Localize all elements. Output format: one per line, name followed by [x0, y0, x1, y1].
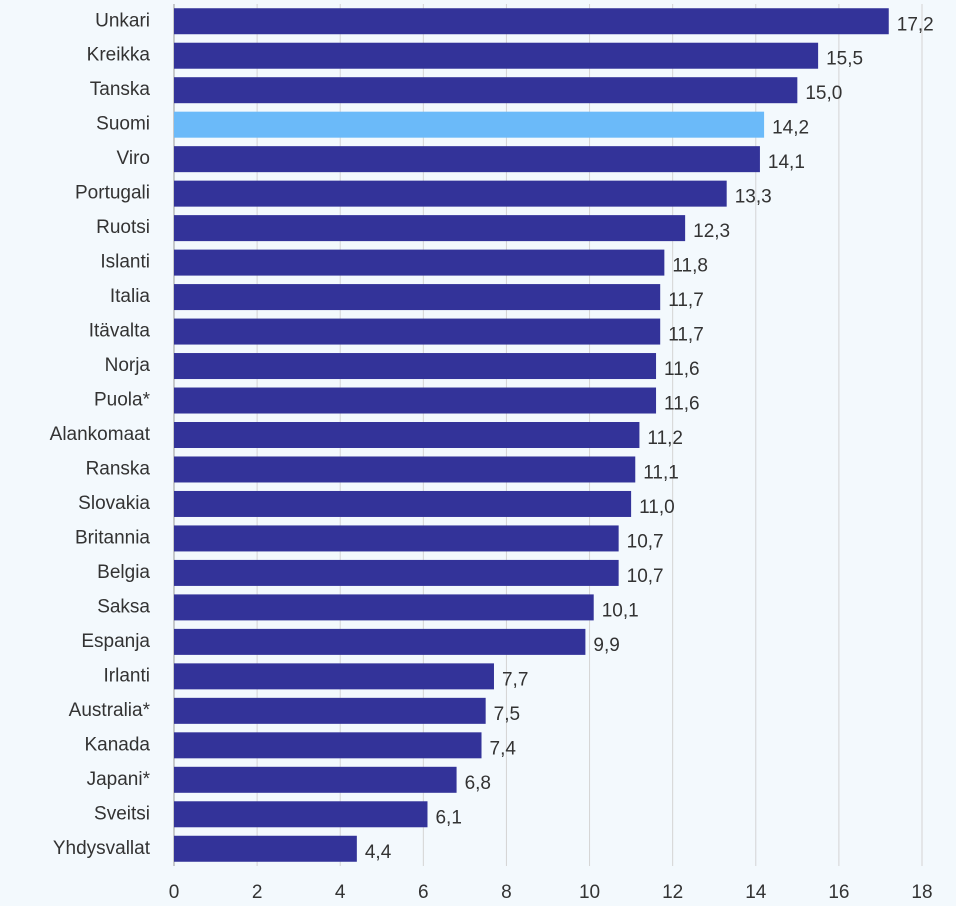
y-tick-label: Italia — [110, 286, 151, 307]
x-tick-label: 2 — [252, 882, 263, 903]
x-tick-label: 0 — [169, 882, 180, 903]
bar — [174, 8, 889, 35]
data-label: 11,6 — [664, 359, 700, 380]
bar — [174, 284, 661, 311]
data-label: 15,0 — [805, 83, 842, 104]
data-label: 11,1 — [643, 462, 679, 483]
data-label: 12,3 — [693, 221, 730, 242]
data-label: 7,5 — [494, 704, 520, 725]
bar — [174, 180, 727, 207]
bar — [174, 353, 657, 380]
data-label: 11,7 — [668, 290, 704, 311]
bar — [174, 318, 661, 345]
data-label: 15,5 — [826, 49, 863, 70]
bar — [174, 42, 819, 69]
data-label: 11,8 — [672, 256, 708, 277]
data-label: 6,8 — [465, 773, 491, 794]
y-tick-label: Tanska — [90, 79, 151, 100]
x-tick-label: 14 — [745, 882, 767, 903]
y-tick-label: Viro — [117, 148, 150, 169]
data-label: 4,4 — [365, 842, 392, 863]
y-tick-label: Sveitsi — [94, 803, 150, 824]
y-tick-label: Saksa — [97, 596, 150, 617]
y-tick-label: Slovakia — [78, 493, 150, 514]
data-label: 6,1 — [435, 807, 461, 828]
bar — [174, 387, 657, 414]
data-label: 9,9 — [593, 635, 619, 656]
data-label: 17,2 — [897, 14, 934, 35]
data-label: 7,4 — [490, 738, 517, 759]
y-tick-label: Alankomaat — [50, 424, 151, 445]
bar — [174, 77, 798, 104]
data-label: 7,7 — [502, 669, 528, 690]
bar — [174, 559, 619, 586]
bar — [174, 215, 686, 242]
data-label: 10,7 — [627, 566, 664, 587]
y-tick-label: Australia* — [69, 700, 151, 721]
y-tick-label: Japani* — [87, 769, 151, 790]
x-tick-label: 10 — [579, 882, 600, 903]
y-tick-label: Kanada — [84, 734, 150, 755]
x-tick-label: 6 — [418, 882, 429, 903]
bar — [174, 628, 586, 655]
data-label: 11,0 — [639, 497, 675, 518]
data-label: 10,1 — [602, 600, 639, 621]
x-tick-label: 8 — [501, 882, 512, 903]
data-label: 11,7 — [668, 325, 704, 346]
bar — [174, 249, 665, 276]
bar — [174, 766, 457, 793]
bar — [174, 697, 486, 724]
y-tick-label: Islanti — [100, 252, 150, 273]
data-label: 10,7 — [627, 531, 664, 552]
y-tick-label: Irlanti — [104, 665, 150, 686]
y-tick-label: Portugali — [75, 183, 150, 204]
bar — [174, 801, 428, 828]
bar — [174, 111, 765, 138]
bar — [174, 663, 494, 690]
x-tick-label: 18 — [911, 882, 932, 903]
data-label: 14,1 — [768, 152, 805, 173]
bar — [174, 422, 640, 448]
data-label: 11,2 — [647, 428, 683, 449]
y-tick-label: Suomi — [96, 114, 150, 135]
bar — [174, 490, 632, 517]
x-tick-label: 4 — [335, 882, 346, 903]
bar — [174, 835, 357, 862]
y-tick-label: Norja — [105, 355, 151, 376]
bar — [174, 146, 760, 173]
y-tick-label: Ruotsi — [96, 217, 150, 238]
x-tick-label: 16 — [828, 882, 849, 903]
y-tick-label: Britannia — [75, 527, 150, 548]
y-tick-label: Puola* — [94, 390, 151, 411]
bar — [174, 594, 594, 621]
y-tick-label: Itävalta — [89, 321, 151, 342]
y-tick-label: Kreikka — [87, 45, 151, 66]
data-label: 11,6 — [664, 394, 700, 415]
x-tick-label: 12 — [662, 882, 683, 903]
data-label: 13,3 — [735, 187, 772, 208]
y-tick-label: Belgia — [97, 562, 150, 583]
y-tick-label: Espanja — [81, 631, 150, 652]
data-label: 14,2 — [772, 118, 809, 139]
bar — [174, 525, 619, 552]
y-tick-label: Ranska — [86, 458, 151, 479]
bar — [174, 732, 482, 759]
y-tick-label: Yhdysvallat — [53, 838, 151, 859]
bar — [174, 456, 636, 483]
y-tick-label: Unkari — [95, 10, 150, 31]
